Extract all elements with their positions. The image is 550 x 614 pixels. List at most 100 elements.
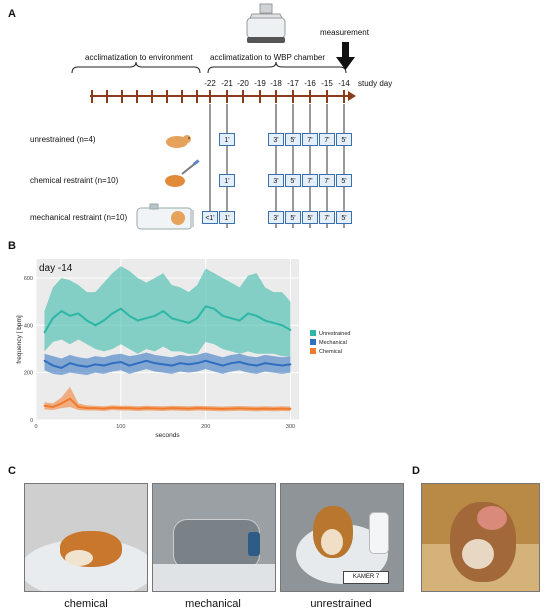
- duration-box: 1': [219, 211, 235, 224]
- data-point: [170, 364, 173, 367]
- data-point: [264, 407, 266, 410]
- day-label: -18: [270, 79, 282, 88]
- frequency-chart: 0 200 400 600 0 100 200 300 day -14 seconds freque…: [16, 259, 351, 439]
- photo-d: [421, 483, 540, 592]
- duration-box: 7': [319, 174, 335, 187]
- duration-box: 3': [268, 133, 284, 146]
- data-point: [86, 365, 88, 368]
- data-point: [128, 407, 131, 410]
- restrainer-tube-icon: [136, 203, 194, 230]
- data-point: [119, 307, 122, 310]
- data-point: [102, 319, 105, 322]
- data-point: [272, 322, 275, 324]
- data-point: [213, 307, 216, 310]
- x-tick-label: 0: [34, 424, 37, 430]
- data-point: [289, 363, 292, 366]
- data-point: [77, 364, 80, 367]
- data-point: [204, 359, 207, 362]
- legend-entry: Unrestrained: [319, 331, 351, 337]
- data-point: [238, 319, 241, 322]
- duration-box: 7': [319, 211, 335, 224]
- duration-box: 5': [336, 174, 352, 187]
- y-tick-label: 400: [24, 323, 33, 329]
- data-point: [230, 362, 233, 365]
- group-label: mechanical restraint (n=10): [30, 213, 128, 222]
- series-band: [44, 352, 291, 376]
- duration-box: 5': [302, 211, 318, 224]
- data-point: [170, 317, 173, 320]
- day-label: -16: [304, 79, 316, 88]
- data-point: [119, 361, 122, 363]
- data-point: [170, 407, 173, 410]
- data-point: [162, 310, 165, 312]
- panel-letter-a: A: [8, 8, 16, 20]
- data-point: [221, 364, 224, 367]
- data-point: [204, 305, 207, 308]
- chamber-brace: [207, 61, 347, 74]
- data-point: [94, 363, 97, 366]
- data-point: [86, 319, 88, 322]
- data-point: [153, 362, 156, 365]
- duration-box: 3': [268, 211, 284, 224]
- session-lines: [209, 104, 345, 228]
- data-point: [136, 362, 139, 365]
- data-point: [60, 367, 63, 369]
- data-point: [179, 319, 182, 322]
- y-tick-label: 200: [24, 371, 33, 377]
- data-point: [119, 407, 122, 410]
- data-point: [153, 314, 156, 317]
- environment-brace: [71, 61, 201, 74]
- duration-box: 1': [219, 133, 235, 146]
- duration-box: 7': [302, 133, 318, 146]
- data-point: [187, 407, 190, 410]
- duration-box: 3': [268, 174, 284, 187]
- data-point: [86, 407, 88, 410]
- data-point: [128, 364, 131, 367]
- data-point: [281, 407, 283, 410]
- data-point: [272, 363, 275, 366]
- timeline-diagram: [71, 3, 356, 230]
- measurement-label: measurement: [320, 28, 369, 37]
- legend-entry: Chemical: [319, 349, 342, 355]
- data-point: [221, 314, 224, 317]
- data-point: [238, 407, 241, 410]
- day-label: -14: [338, 79, 350, 88]
- data-point: [145, 317, 148, 320]
- duration-box: 5': [285, 211, 301, 224]
- wbp-chamber-icon: [246, 3, 286, 43]
- data-point: [145, 407, 148, 410]
- day-label: -22: [204, 79, 216, 88]
- y-tick-label: 0: [30, 418, 33, 424]
- data-point: [43, 359, 46, 362]
- x-tick-label: 200: [201, 424, 210, 430]
- data-point: [43, 331, 46, 334]
- duration-box: 7': [302, 174, 318, 187]
- data-point: [196, 362, 199, 365]
- study-day-label: study day: [358, 79, 393, 88]
- hamster-icon-unrestrained: [166, 135, 191, 148]
- caption-unrestrained: unrestrained: [310, 598, 372, 610]
- data-point: [60, 402, 63, 405]
- group-label: chemical restraint (n=10): [30, 176, 119, 185]
- data-point: [196, 317, 199, 320]
- series-line: [43, 359, 291, 369]
- data-point: [187, 363, 190, 366]
- data-point: [153, 407, 156, 410]
- legend-entry: Mechanical: [319, 340, 347, 346]
- data-point: [281, 364, 283, 367]
- day-label: -17: [287, 79, 299, 88]
- x-tick-label: 100: [116, 424, 125, 430]
- chart-title: day -14: [39, 263, 73, 274]
- data-point: [128, 314, 131, 317]
- group-label: unrestrained (n=4): [30, 135, 96, 144]
- data-point: [221, 407, 224, 410]
- photo-unrestrained: KAMER 7: [280, 483, 404, 592]
- y-axis-label: frequency [ bpm]: [16, 315, 23, 364]
- data-point: [196, 407, 199, 410]
- data-point: [52, 364, 54, 367]
- phase-environment-label: acclimatization to environment: [85, 53, 193, 62]
- photo-chemical: [24, 483, 148, 592]
- data-point: [77, 406, 80, 408]
- data-point: [255, 364, 258, 367]
- duration-box: 5': [336, 133, 352, 146]
